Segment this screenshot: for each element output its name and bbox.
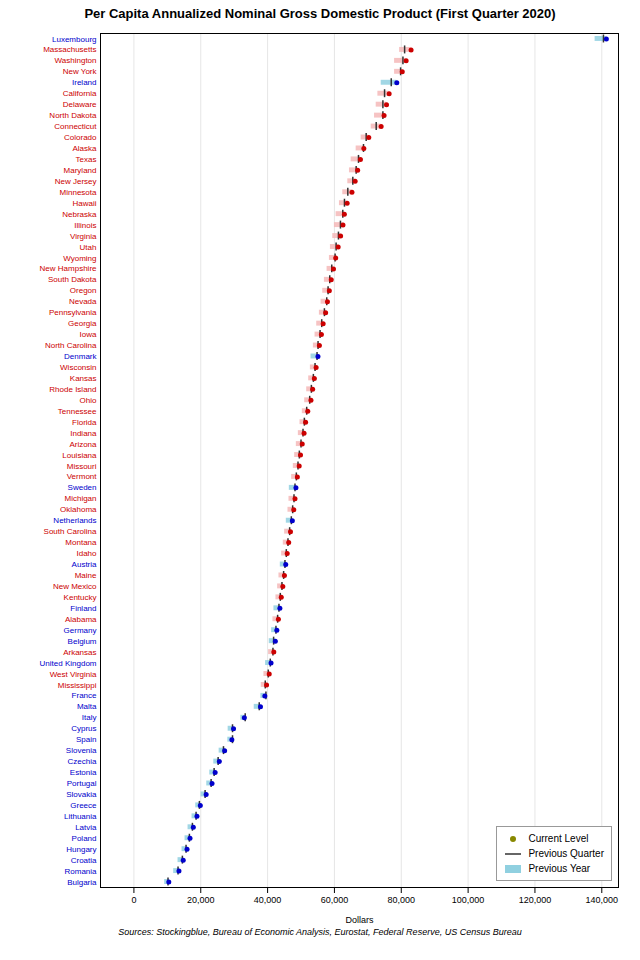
svg-text:Oregon: Oregon xyxy=(70,286,97,295)
svg-text:Utah: Utah xyxy=(80,243,97,252)
svg-text:North Dakota: North Dakota xyxy=(49,111,97,120)
html-text:Previous Year: Previous Year xyxy=(528,863,591,874)
svg-text:North Carolina: North Carolina xyxy=(45,341,97,350)
svg-text:80,000: 80,000 xyxy=(388,895,416,905)
html-text:Previous Quarter: Previous Quarter xyxy=(528,848,604,859)
svg-text:Wyoming: Wyoming xyxy=(63,254,96,263)
svg-text:Malta: Malta xyxy=(77,702,97,711)
svg-text:Spain: Spain xyxy=(76,735,96,744)
svg-text:Netherlands: Netherlands xyxy=(53,516,96,525)
svg-text:120,000: 120,000 xyxy=(519,895,552,905)
svg-text:Belgium: Belgium xyxy=(68,637,97,646)
html-text:Current Level: Current Level xyxy=(528,833,589,844)
svg-text:Nevada: Nevada xyxy=(69,297,97,306)
svg-text:Lithuania: Lithuania xyxy=(64,812,97,821)
svg-text:Virginia: Virginia xyxy=(70,232,97,241)
svg-text:Texas: Texas xyxy=(76,155,97,164)
svg-text:20,000: 20,000 xyxy=(187,895,215,905)
svg-text:Italy: Italy xyxy=(82,713,97,722)
svg-text:Austria: Austria xyxy=(72,560,97,569)
svg-text:United Kingdom: United Kingdom xyxy=(40,659,97,668)
svg-text:Alabama: Alabama xyxy=(65,615,97,624)
svg-text:Ireland: Ireland xyxy=(72,78,96,87)
svg-text:Iowa: Iowa xyxy=(80,330,97,339)
svg-text:Tennessee: Tennessee xyxy=(58,407,97,416)
svg-text:New Hampshire: New Hampshire xyxy=(40,264,97,273)
svg-text:Kansas: Kansas xyxy=(70,374,97,383)
svg-text:Pennsylvania: Pennsylvania xyxy=(49,308,97,317)
svg-text:Finland: Finland xyxy=(70,604,96,613)
svg-text:New York: New York xyxy=(63,67,98,76)
svg-text:Kentucky: Kentucky xyxy=(64,593,97,602)
svg-text:Portugal: Portugal xyxy=(67,779,97,788)
svg-text:New Jersey: New Jersey xyxy=(55,177,97,186)
svg-text:Hungary: Hungary xyxy=(66,845,96,854)
svg-text:Czechia: Czechia xyxy=(68,757,97,766)
svg-text:Illinois: Illinois xyxy=(74,221,96,230)
svg-text:Massachusetts: Massachusetts xyxy=(43,45,96,54)
svg-text:South Dakota: South Dakota xyxy=(48,275,97,284)
svg-text:California: California xyxy=(63,89,97,98)
svg-text:West Virginia: West Virginia xyxy=(50,670,97,679)
svg-text:Indiana: Indiana xyxy=(70,429,97,438)
svg-text:Cyprus: Cyprus xyxy=(71,724,96,733)
svg-text:Dollars: Dollars xyxy=(345,915,374,925)
svg-text:Maryland: Maryland xyxy=(64,166,97,175)
svg-text:Rhode Island: Rhode Island xyxy=(49,385,96,394)
svg-text:100,000: 100,000 xyxy=(452,895,485,905)
svg-text:Washington: Washington xyxy=(55,56,97,65)
svg-text:Oklahoma: Oklahoma xyxy=(60,505,97,514)
svg-text:Poland: Poland xyxy=(72,834,97,843)
html-text:Sources: Stockingblue, Bureau: Sources: Stockingblue, Bureau of Economi… xyxy=(118,927,522,937)
svg-text:60,000: 60,000 xyxy=(321,895,349,905)
svg-text:40,000: 40,000 xyxy=(254,895,282,905)
svg-text:Greece: Greece xyxy=(70,801,97,810)
svg-text:Croatia: Croatia xyxy=(71,856,97,865)
svg-text:Ohio: Ohio xyxy=(80,396,97,405)
svg-text:Idaho: Idaho xyxy=(76,549,97,558)
svg-text:Luxembourg: Luxembourg xyxy=(52,35,96,44)
svg-text:Montana: Montana xyxy=(65,538,97,547)
svg-text:Estonia: Estonia xyxy=(70,768,97,777)
svg-text:Mississippi: Mississippi xyxy=(58,681,97,690)
svg-text:140,000: 140,000 xyxy=(586,895,619,905)
svg-text:Florida: Florida xyxy=(72,418,97,427)
svg-text:South Carolina: South Carolina xyxy=(44,527,97,536)
svg-text:Nebraska: Nebraska xyxy=(62,210,97,219)
svg-text:Arkansas: Arkansas xyxy=(63,648,96,657)
svg-text:Germany: Germany xyxy=(64,626,97,635)
svg-text:Michigan: Michigan xyxy=(64,494,96,503)
svg-text:Wisconsin: Wisconsin xyxy=(60,363,96,372)
svg-text:Georgia: Georgia xyxy=(68,319,97,328)
svg-text:Latvia: Latvia xyxy=(75,823,97,832)
svg-text:Slovakia: Slovakia xyxy=(66,790,97,799)
svg-text:Maine: Maine xyxy=(75,571,97,580)
svg-text:Vermont: Vermont xyxy=(67,472,98,481)
svg-text:Delaware: Delaware xyxy=(63,100,97,109)
svg-text:Bulgaria: Bulgaria xyxy=(67,878,97,887)
svg-text:Hawaii: Hawaii xyxy=(72,199,96,208)
svg-text:New Mexico: New Mexico xyxy=(53,582,97,591)
svg-text:Arizona: Arizona xyxy=(69,440,97,449)
svg-text:Connecticut: Connecticut xyxy=(54,122,97,131)
svg-text:Romania: Romania xyxy=(64,867,97,876)
svg-text:Missouri: Missouri xyxy=(67,462,97,471)
svg-text:Sweden: Sweden xyxy=(68,483,97,492)
svg-text:France: France xyxy=(72,691,97,700)
svg-text:Louisiana: Louisiana xyxy=(62,451,97,460)
svg-text:Alaska: Alaska xyxy=(72,144,97,153)
svg-text:Denmark: Denmark xyxy=(64,352,97,361)
svg-text:0: 0 xyxy=(131,895,136,905)
svg-text:Minnesota: Minnesota xyxy=(60,188,97,197)
svg-text:Slovenia: Slovenia xyxy=(66,746,97,755)
html-text:Per Capita Annualized Nominal: Per Capita Annualized Nominal Gross Dome… xyxy=(84,6,556,21)
svg-text:Colorado: Colorado xyxy=(64,133,97,142)
